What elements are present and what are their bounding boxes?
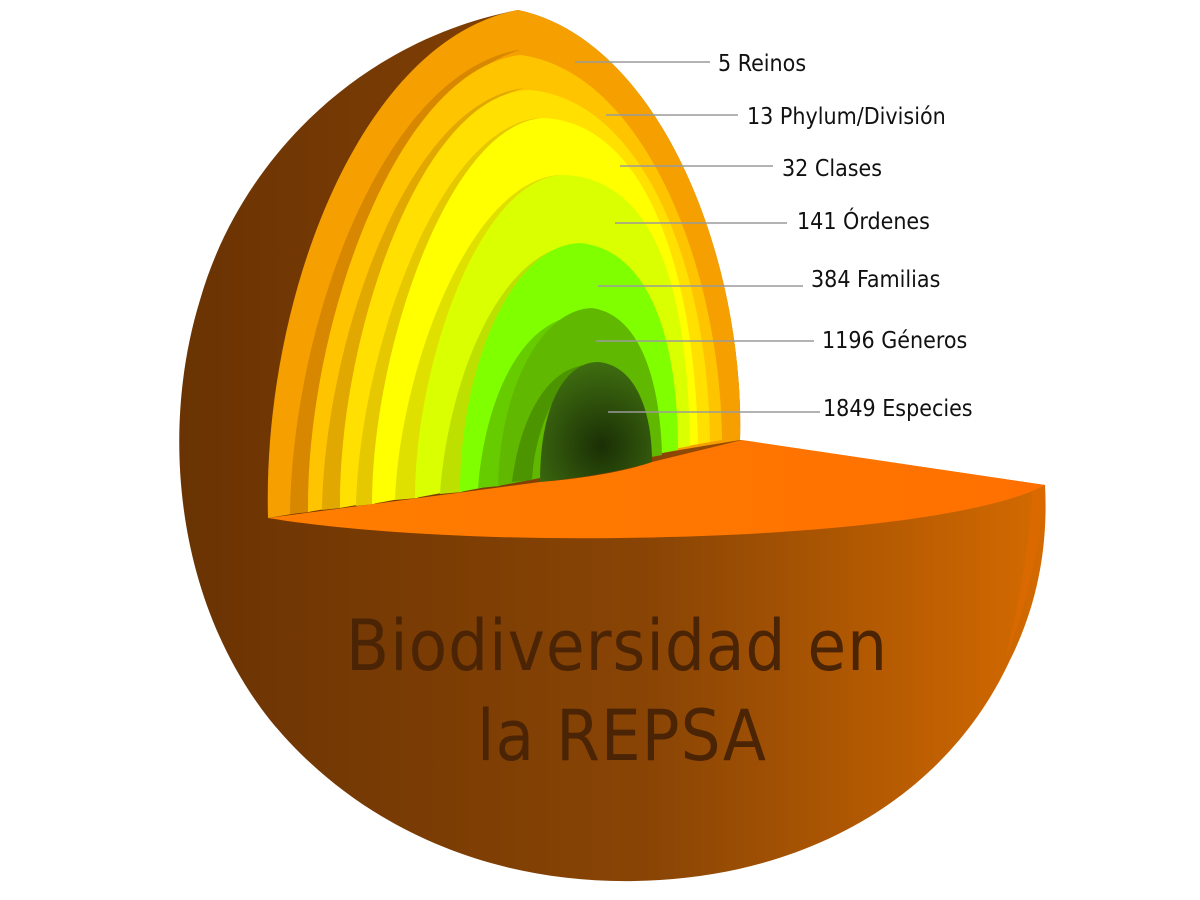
ring-phylum-edge: [322, 88, 525, 510]
label-clases: 32 Clases: [782, 156, 882, 182]
label-generos: 1196 Géneros: [822, 328, 967, 354]
ring-familias-edge: [440, 245, 575, 494]
ring-reinos-edge: [290, 50, 520, 514]
label-ordenes: 141 Órdenes: [797, 207, 930, 235]
layer-labels: 5 Reinos 13 Phylum/División 32 Clases 14…: [575, 51, 973, 422]
label-reinos: 5 Reinos: [718, 51, 806, 77]
label-familias: 384 Familias: [811, 267, 940, 293]
cut-face-rim: [1005, 485, 1045, 660]
label-phylum: 13 Phylum/División: [747, 104, 946, 130]
title-line-1: Biodiversidad en: [346, 605, 888, 687]
title-line-2: la REPSA: [477, 695, 767, 777]
ring-especies-edge: [512, 365, 585, 482]
layer-rings: [267, 10, 741, 518]
core: [540, 362, 652, 482]
cut-face: [268, 440, 1045, 539]
label-especies: 1849 Especies: [823, 396, 973, 422]
ring-ordenes-edge: [395, 175, 560, 500]
